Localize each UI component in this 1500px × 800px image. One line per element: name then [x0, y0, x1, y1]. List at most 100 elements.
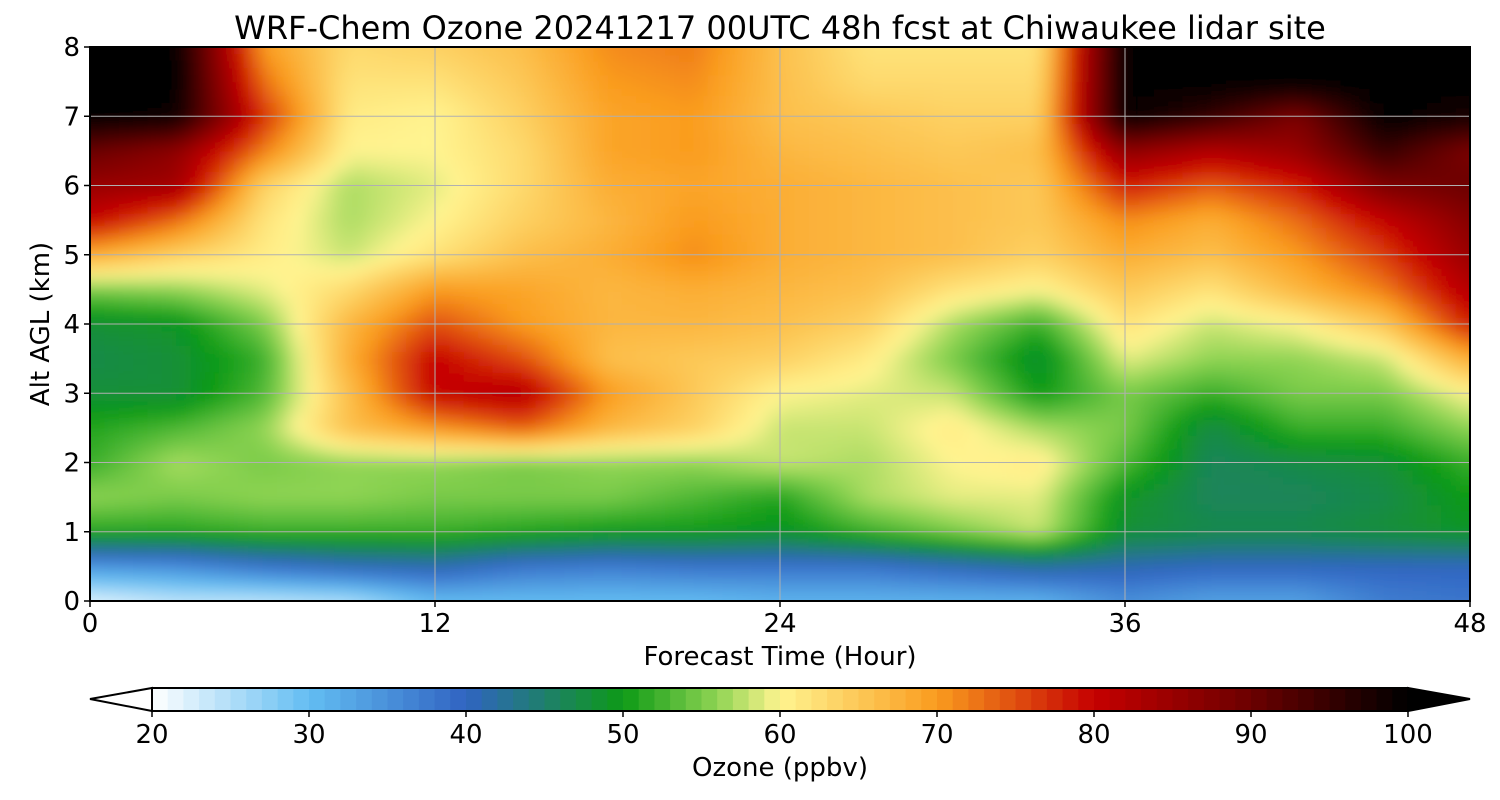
heatmap-cell	[722, 407, 738, 415]
heatmap-cell	[262, 296, 278, 304]
heatmap-cell	[1384, 608, 1399, 616]
heatmap-cell	[90, 524, 105, 533]
heatmap-cell	[1182, 504, 1198, 512]
heatmap-cell	[621, 552, 637, 561]
heatmap-cell	[1211, 524, 1227, 533]
heatmap-cell	[1369, 490, 1385, 498]
heatmap-cell	[305, 566, 321, 574]
heatmap-cell	[348, 517, 364, 526]
heatmap-cell	[1081, 580, 1097, 588]
heatmap-cell	[823, 594, 839, 601]
heatmap-cell	[851, 407, 867, 415]
heatmap-cell	[1340, 427, 1356, 436]
heatmap-cell	[736, 358, 752, 367]
heatmap-cell	[363, 330, 379, 339]
heatmap-cell	[938, 524, 954, 533]
heatmap-cell	[1110, 504, 1126, 512]
heatmap-cell	[535, 386, 551, 394]
heatmap-cell	[1096, 538, 1112, 547]
heatmap-cell	[1182, 372, 1198, 380]
heatmap-cell	[1010, 448, 1025, 457]
heatmap-cell	[621, 358, 637, 367]
heatmap-cell	[1355, 365, 1370, 374]
heatmap-cell	[1240, 504, 1255, 512]
heatmap-cell	[219, 379, 235, 387]
heatmap-cell	[1024, 608, 1039, 616]
heatmap-cell	[808, 580, 824, 588]
heatmap-cell	[1196, 469, 1212, 477]
heatmap-cell	[305, 407, 321, 415]
heatmap-cell	[1096, 344, 1112, 353]
heatmap-cell	[722, 289, 738, 297]
heatmap-cell	[1240, 386, 1255, 394]
heatmap-cell	[550, 504, 565, 512]
heatmap-cell	[1254, 379, 1270, 387]
heatmap-cell	[693, 483, 709, 491]
heatmap-cell	[736, 420, 752, 429]
heatmap-cell	[794, 504, 810, 512]
heatmap-cell	[277, 601, 292, 609]
heatmap-cell	[90, 414, 105, 422]
heatmap-cell	[363, 393, 379, 401]
heatmap-cell	[607, 365, 623, 374]
heatmap-cell	[248, 497, 264, 505]
heatmap-cell	[1182, 386, 1198, 394]
heatmap-cell	[780, 441, 795, 450]
heatmap-cell	[909, 282, 925, 290]
heatmap-cell	[1470, 539, 1485, 547]
heatmap-cell	[880, 275, 896, 284]
heatmap-cell	[837, 483, 853, 491]
heatmap-cell	[262, 545, 278, 554]
heatmap-cell	[765, 545, 781, 554]
heatmap-cell	[866, 407, 882, 415]
heatmap-cell	[449, 580, 465, 588]
heatmap-cell	[1326, 330, 1342, 339]
heatmap-cell	[665, 427, 680, 436]
heatmap-cell	[147, 372, 163, 380]
heatmap-cell	[435, 538, 450, 547]
heatmap-cell	[276, 441, 292, 450]
heatmap-cell	[952, 531, 968, 540]
heatmap-cell	[578, 407, 594, 415]
heatmap-cell	[693, 552, 709, 561]
heatmap-cell	[363, 531, 379, 540]
heatmap-cell	[1153, 455, 1169, 464]
heatmap-cell	[1398, 344, 1414, 353]
heatmap-cell	[1196, 587, 1212, 595]
heatmap-cell	[708, 427, 724, 436]
heatmap-cell	[1240, 324, 1255, 332]
heatmap-cell	[90, 476, 105, 484]
heatmap-cell	[1426, 580, 1442, 588]
heatmap-cell	[219, 289, 235, 297]
heatmap-cell	[133, 462, 149, 471]
heatmap-cell	[1297, 559, 1313, 567]
heatmap-cell	[320, 580, 335, 588]
heatmap-cell	[1125, 504, 1140, 512]
heatmap-cell	[1455, 476, 1470, 484]
heatmap-cell	[981, 303, 997, 311]
heatmap-cell	[1412, 469, 1428, 477]
heatmap-cell	[1096, 400, 1112, 408]
heatmap-cell	[621, 414, 637, 422]
heatmap-cell	[118, 573, 134, 581]
heatmap-cell	[190, 310, 206, 318]
heatmap-cell	[363, 504, 379, 512]
heatmap-cell	[837, 497, 853, 505]
heatmap-cell	[1096, 372, 1112, 380]
heatmap-cell	[564, 552, 580, 561]
heatmap-cell	[794, 393, 810, 401]
heatmap-cell	[1153, 469, 1169, 477]
heatmap-cell	[377, 344, 393, 353]
heatmap-cell	[665, 303, 680, 311]
heatmap-cell	[420, 476, 436, 484]
heatmap-cell	[909, 601, 924, 609]
heatmap-cell	[938, 462, 954, 471]
heatmap-cell	[161, 524, 177, 533]
heatmap-cell	[219, 434, 235, 443]
heatmap-cell	[478, 538, 494, 547]
heatmap-cell	[650, 324, 666, 332]
heatmap-cell	[104, 289, 120, 297]
heatmap-cell	[1153, 330, 1169, 339]
heatmap-cell	[233, 275, 249, 284]
heatmap-cell	[636, 497, 652, 505]
